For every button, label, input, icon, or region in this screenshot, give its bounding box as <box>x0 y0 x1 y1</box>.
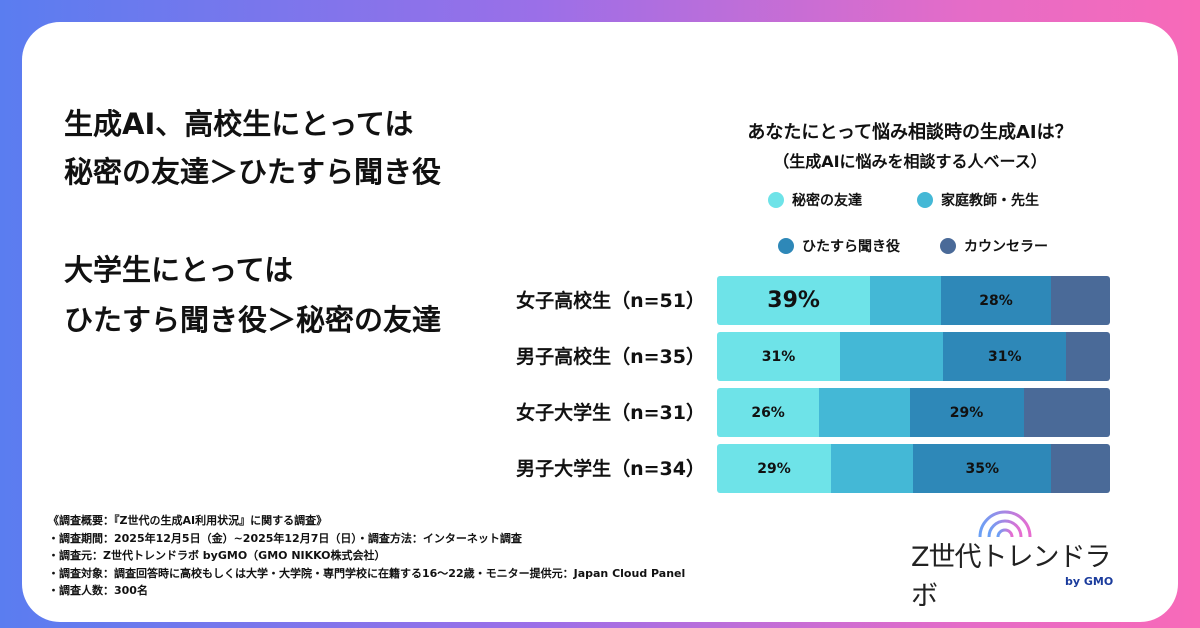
data-label: 26% <box>751 404 785 421</box>
headline-4: ひたすら聞き役＞秘密の友達 <box>64 303 442 337</box>
headline-2: 秘密の友達＞ひたすら聞き役 <box>64 155 442 189</box>
headline-3: 大学生にとっては <box>64 253 294 287</box>
bar-segment <box>1051 444 1110 493</box>
bar-segment: 28% <box>941 276 1052 325</box>
category-label: 男子大学生（n=34） <box>516 458 705 480</box>
data-label: 35% <box>965 460 1000 477</box>
chart-title: あなたにとって悩み相談時の生成AIは？ <box>747 122 1073 143</box>
bar-segment <box>870 276 941 325</box>
category-label: 女子大学生（n=31） <box>516 402 705 424</box>
bar-segment <box>819 388 910 437</box>
note-line: ・調査元：Z世代トレンドラボ byGMO（GMO NIKKO株式会社） <box>48 549 386 562</box>
note-line: ・調査人数：300名 <box>48 584 148 597</box>
bar-row: 39% 28% <box>717 276 1110 325</box>
bar-segment <box>1023 388 1110 437</box>
bar-segment: 35% <box>913 444 1052 493</box>
logo: Z世代トレンドラボ by GMO <box>905 505 1135 612</box>
bar-segment <box>830 444 914 493</box>
data-label: 28% <box>979 292 1013 309</box>
data-label: 29% <box>949 404 984 421</box>
category-label: 男子高校生（n=35） <box>516 346 705 368</box>
logo-by: by GMO <box>1065 575 1114 588</box>
legend-item-0: 秘密の友達 <box>768 190 862 210</box>
bar-segment <box>840 332 944 381</box>
data-label: 29% <box>757 460 791 477</box>
bar-row: 31% 31% <box>717 332 1110 381</box>
bar-segment <box>1066 332 1110 381</box>
bar-segment <box>1051 276 1110 325</box>
logo-text: Z世代トレンドラボ <box>911 542 1112 612</box>
bar-row: 29% 35% <box>717 444 1110 493</box>
bar-segment: 31% <box>717 332 841 381</box>
data-label: 31% <box>988 348 1022 365</box>
bar-segment: 29% <box>717 444 831 493</box>
survey-notes: 《調査概要：『Z世代の生成AI利用状況』に関する調査》 ・調査期間：2025年1… <box>48 512 685 600</box>
legend-item-2: ひたすら聞き役 <box>778 236 900 256</box>
legend-item-1: 家庭教師・先生 <box>917 190 1039 210</box>
bar-segment: 29% <box>909 388 1024 437</box>
headline-1: 生成AI、高校生にとっては <box>64 107 414 141</box>
bar-row: 26% 29% <box>717 388 1110 437</box>
chart-subtitle: （生成AIに悩みを相談する人ベース） <box>773 152 1047 171</box>
data-label: 31% <box>761 348 796 365</box>
bar-segment: 39% <box>717 276 871 325</box>
bar-segment: 26% <box>717 388 820 437</box>
note-line: ・調査対象：調査回答時に高校もしくは大学・大学院・専門学校に在籍する16〜22歳… <box>48 566 686 580</box>
category-label: 女子高校生（n=51） <box>516 290 705 312</box>
bar-segment: 31% <box>943 332 1067 381</box>
note-line: 《調査概要：『Z世代の生成AI利用状況』に関する調査》 <box>48 514 328 527</box>
legend-item-3: カウンセラー <box>940 236 1048 256</box>
data-label: 39% <box>767 288 820 313</box>
note-line: ・調査期間：2025年12月5日（金）~2025年12月7日（日）・調査方法：イ… <box>48 531 522 545</box>
signal-arcs-icon <box>978 510 1032 538</box>
